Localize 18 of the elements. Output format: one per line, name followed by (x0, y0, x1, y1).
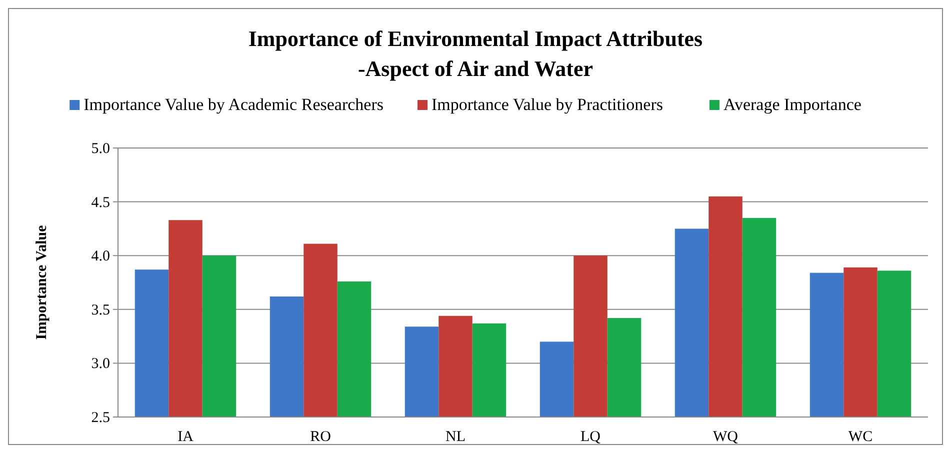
x-tick-label: LQ (580, 429, 601, 445)
y-tick-label: 4.5 (91, 194, 110, 211)
legend-label: Importance Value by Practitioners (432, 95, 663, 114)
y-tick-label: 3.5 (91, 302, 110, 318)
chart-title: Importance of Environmental Impact Attributes (248, 26, 704, 51)
y-axis-title: Importance Value (34, 224, 50, 340)
y-tick-label: 5.0 (91, 141, 110, 157)
y-tick-label: 3.0 (91, 356, 110, 372)
x-tick-label: NL (446, 429, 466, 445)
x-tick-label: WC (848, 429, 873, 445)
x-tick-label: IA (178, 429, 194, 445)
legend-label: Importance Value by Academic Researchers (84, 95, 384, 114)
y-tick-label: 2.5 (91, 410, 110, 426)
chart-subtitle: -Aspect of Air and Water (358, 56, 594, 81)
x-tick-label: RO (310, 429, 332, 445)
y-tick-label: 4.0 (91, 248, 110, 265)
x-tick-label: WQ (713, 429, 738, 445)
legend-label: Average Importance (723, 95, 862, 114)
